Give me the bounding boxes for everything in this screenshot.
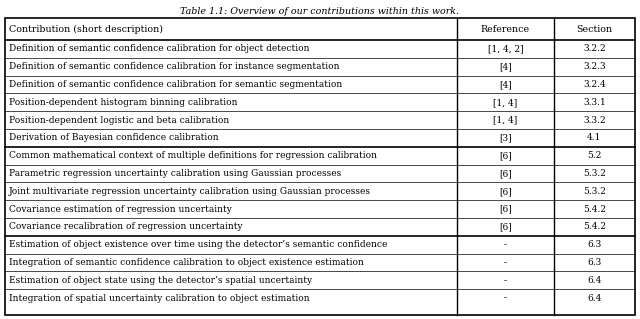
Text: -: - [504, 276, 507, 285]
Text: 3.2.2: 3.2.2 [583, 44, 605, 53]
Text: 3.3.1: 3.3.1 [583, 98, 605, 107]
Text: 5.4.2: 5.4.2 [583, 204, 606, 214]
Text: 6.4: 6.4 [587, 293, 602, 303]
Text: [4]: [4] [499, 62, 512, 71]
Text: Definition of semantic confidence calibration for object detection: Definition of semantic confidence calibr… [9, 44, 310, 53]
Text: [4]: [4] [499, 80, 512, 89]
Text: 3.3.2: 3.3.2 [583, 115, 605, 125]
Text: Integration of semantic confidence calibration to object existence estimation: Integration of semantic confidence calib… [9, 258, 364, 267]
Text: Covariance recalibration of regression uncertainty: Covariance recalibration of regression u… [9, 222, 243, 231]
Text: Position-dependent histogram binning calibration: Position-dependent histogram binning cal… [9, 98, 237, 107]
Text: Contribution (short description): Contribution (short description) [9, 25, 163, 33]
Text: Position-dependent logistic and beta calibration: Position-dependent logistic and beta cal… [9, 115, 229, 125]
Text: 6.3: 6.3 [588, 240, 602, 249]
Text: -: - [504, 240, 507, 249]
Text: [6]: [6] [499, 151, 512, 160]
Text: Definition of semantic confidence calibration for instance segmentation: Definition of semantic confidence calibr… [9, 62, 339, 71]
Text: 6.3: 6.3 [588, 258, 602, 267]
Text: 3.2.3: 3.2.3 [583, 62, 605, 71]
Text: 4.1: 4.1 [587, 133, 602, 142]
Text: 3.2.4: 3.2.4 [583, 80, 605, 89]
Text: Reference: Reference [481, 25, 530, 33]
Text: Parametric regression uncertainty calibration using Gaussian processes: Parametric regression uncertainty calibr… [9, 169, 341, 178]
Text: 5.3.2: 5.3.2 [583, 169, 606, 178]
Text: 5.3.2: 5.3.2 [583, 187, 606, 196]
Text: 5.2: 5.2 [587, 151, 602, 160]
Text: [3]: [3] [499, 133, 512, 142]
Text: [6]: [6] [499, 222, 512, 231]
Text: Covariance estimation of regression uncertainty: Covariance estimation of regression unce… [9, 204, 232, 214]
Text: -: - [504, 293, 507, 303]
Text: [6]: [6] [499, 169, 512, 178]
Text: Table 1.1: Overview of our contributions within this work.: Table 1.1: Overview of our contributions… [180, 7, 460, 16]
Text: Integration of spatial uncertainty calibration to object estimation: Integration of spatial uncertainty calib… [9, 293, 310, 303]
Text: Estimation of object state using the detector’s spatial uncertainty: Estimation of object state using the det… [9, 276, 312, 285]
Text: [6]: [6] [499, 204, 512, 214]
Text: Common mathematical context of multiple definitions for regression calibration: Common mathematical context of multiple … [9, 151, 377, 160]
Text: -: - [504, 258, 507, 267]
Text: [1, 4, 2]: [1, 4, 2] [488, 44, 524, 53]
Text: Joint multivariate regression uncertainty calibration using Gaussian processes: Joint multivariate regression uncertaint… [9, 187, 371, 196]
Text: [1, 4]: [1, 4] [493, 115, 518, 125]
Text: Section: Section [576, 25, 612, 33]
Text: 5.4.2: 5.4.2 [583, 222, 606, 231]
Text: Derivation of Bayesian confidence calibration: Derivation of Bayesian confidence calibr… [9, 133, 219, 142]
Text: [1, 4]: [1, 4] [493, 98, 518, 107]
Text: 6.4: 6.4 [587, 276, 602, 285]
Text: [6]: [6] [499, 187, 512, 196]
Text: Estimation of object existence over time using the detector’s semantic confidenc: Estimation of object existence over time… [9, 240, 387, 249]
Text: Definition of semantic confidence calibration for semantic segmentation: Definition of semantic confidence calibr… [9, 80, 342, 89]
